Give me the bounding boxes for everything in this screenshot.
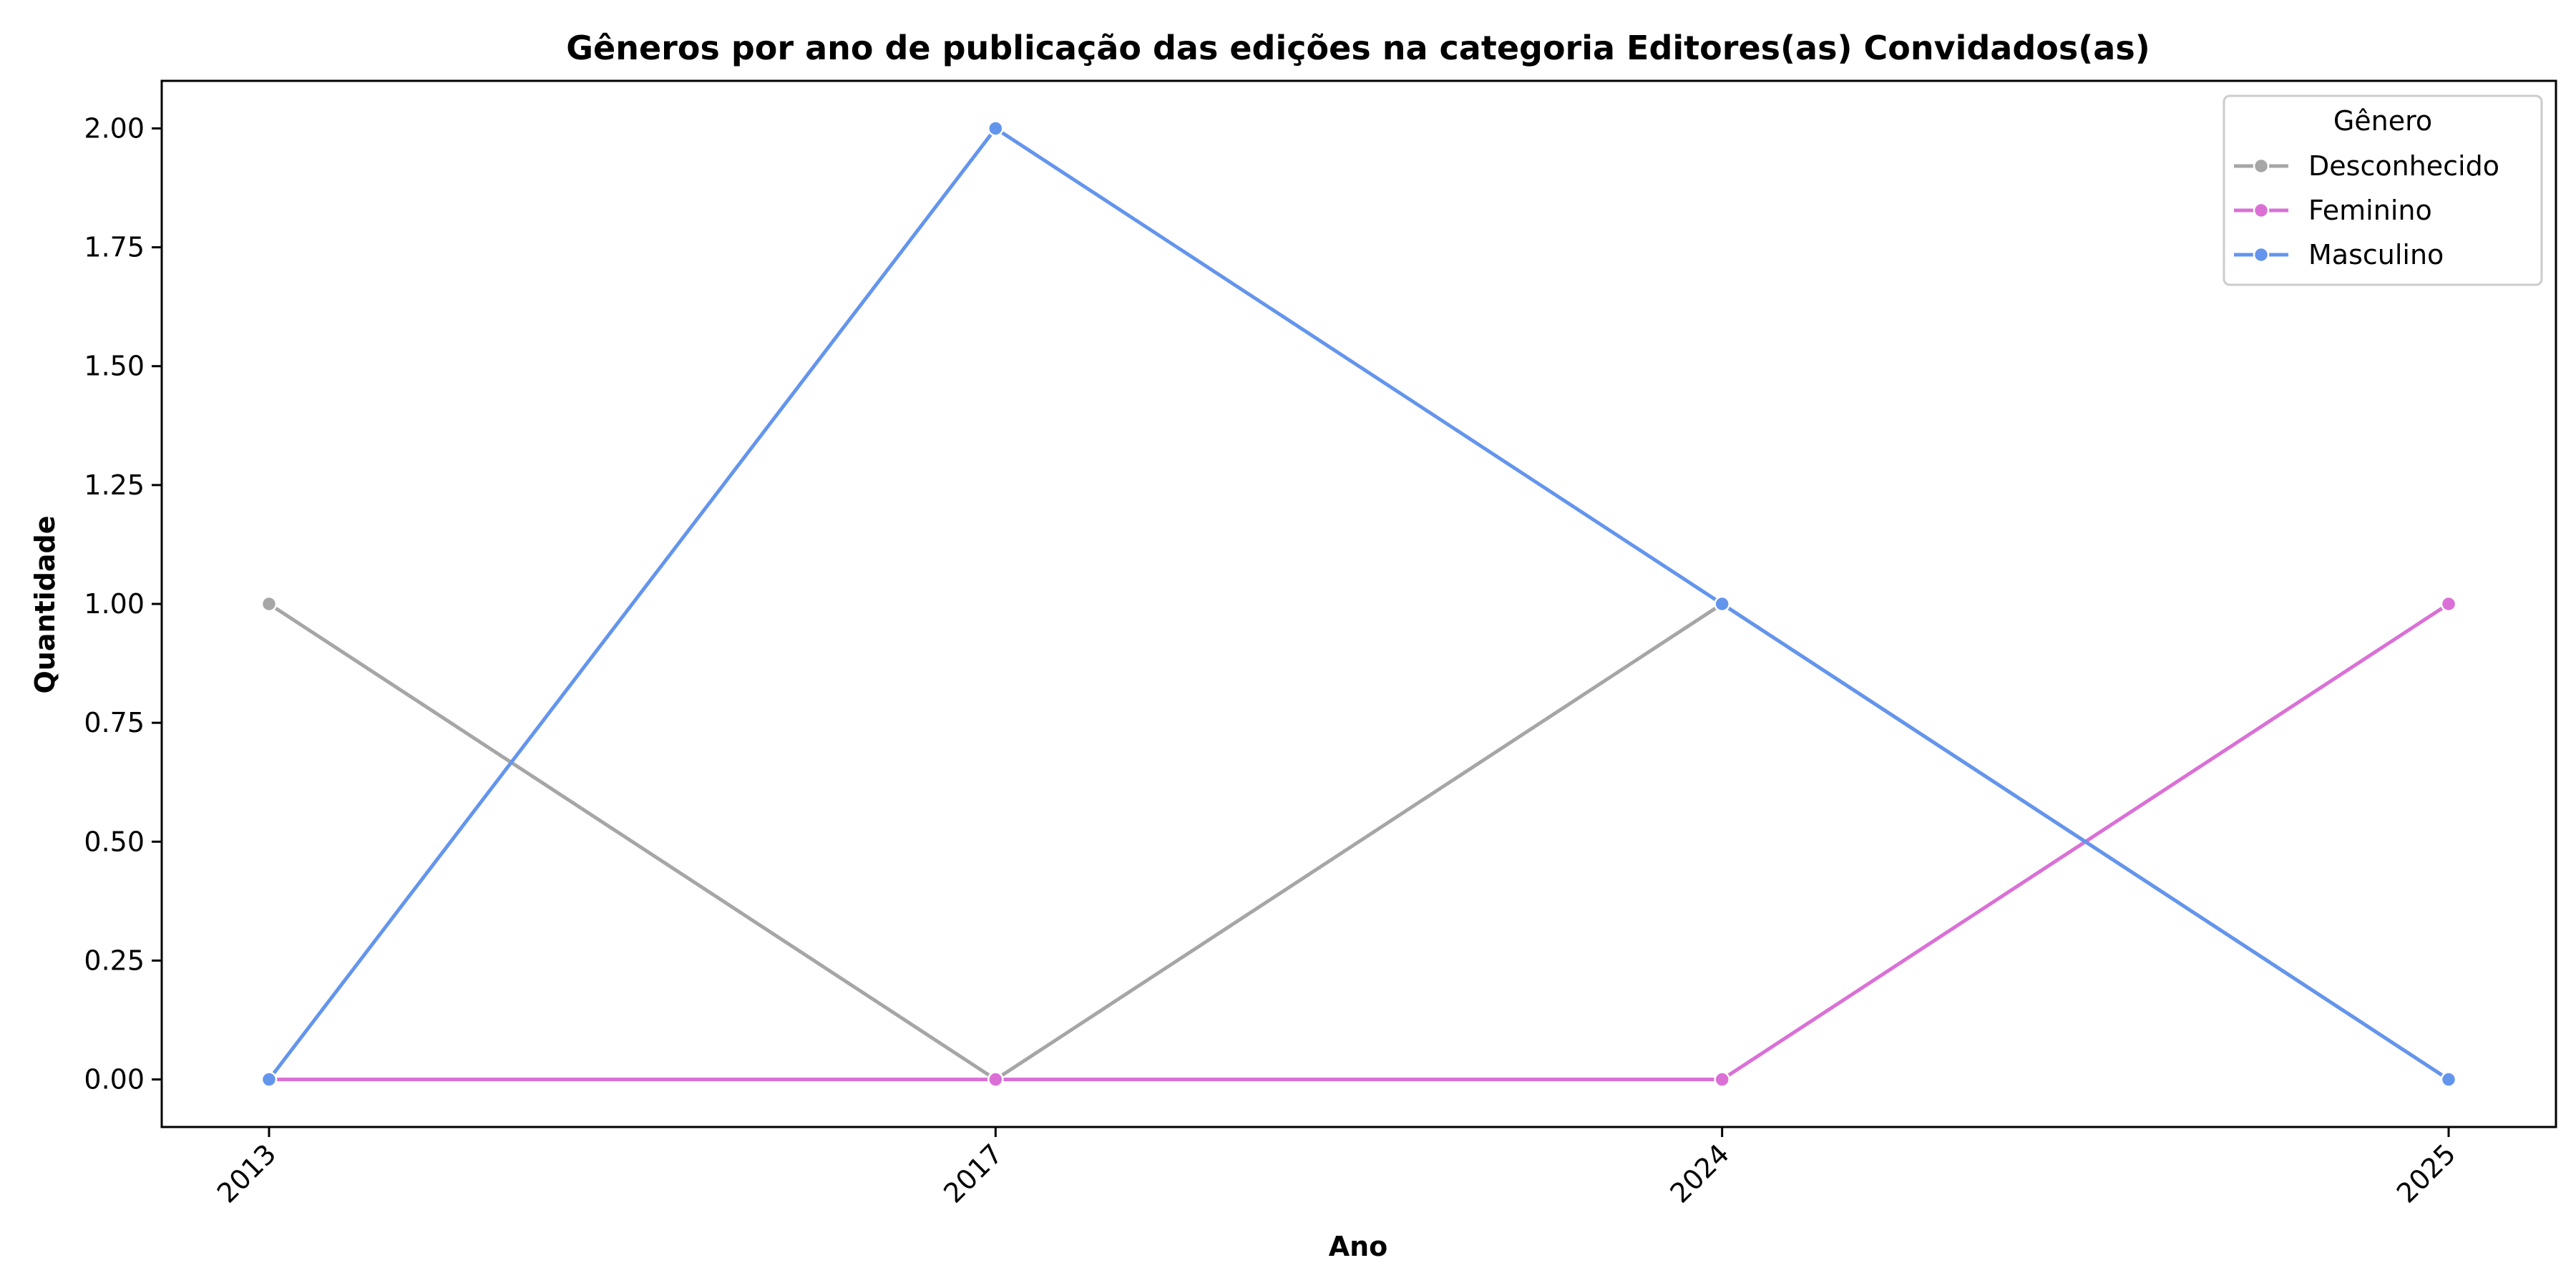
legend-label: Feminino: [2308, 195, 2432, 226]
legend-items: Desconhecido Feminino Masculino: [2234, 150, 2499, 270]
y-tick-label: 1.00: [84, 588, 145, 620]
data-point: [260, 595, 278, 613]
x-tick-label: 2024: [1664, 1138, 1736, 1209]
y-tick-label: 0.75: [84, 707, 145, 738]
legend-item-masculino: Masculino: [2234, 239, 2444, 270]
legend-marker-swatch: [2253, 246, 2270, 263]
legend-label: Desconhecido: [2308, 150, 2499, 182]
legend: Gênero Desconhecido Feminino Masculino: [2223, 94, 2543, 286]
y-tick-label: 0.25: [84, 945, 145, 976]
data-point: [2440, 1071, 2457, 1088]
series-desconhecido: [260, 595, 2457, 1088]
legend-item-desconhecido: Desconhecido: [2234, 150, 2499, 182]
y-tick-label: 1.25: [84, 469, 145, 501]
y-axis: 0.00 0.25 0.50 0.75 1.00 1.25 1.50 1.75 2.00: [84, 112, 162, 1096]
data-point: [260, 1071, 278, 1088]
series-line: [268, 126, 2450, 1081]
series-layer: [260, 120, 2457, 1088]
data-point: [987, 1071, 1004, 1088]
y-tick-label: 2.00: [84, 112, 145, 144]
y-axis-label: Quantidade: [29, 515, 61, 693]
x-axis: 2013 2017 2024 2025: [211, 1127, 2462, 1209]
data-point: [987, 120, 1004, 137]
legend-title: Gênero: [2333, 105, 2432, 137]
y-tick-label: 1.75: [84, 232, 145, 263]
legend-marker-swatch: [2253, 157, 2270, 175]
y-tick-label: 0.50: [84, 826, 145, 857]
chart-title: Gêneros por ano de publicação das ediçõe…: [566, 29, 2150, 67]
legend-frame: [2223, 94, 2543, 286]
x-tick-label: 2025: [2391, 1138, 2462, 1209]
y-tick-label: 0.00: [84, 1064, 145, 1096]
data-point: [1714, 595, 1730, 613]
y-tick-label: 1.50: [84, 351, 145, 382]
plot-frame: [160, 79, 2557, 1128]
legend-item-feminino: Feminino: [2234, 195, 2432, 226]
data-point: [2440, 595, 2457, 613]
x-tick-label: 2017: [937, 1138, 1009, 1209]
legend-label: Masculino: [2308, 239, 2444, 270]
series-line: [268, 602, 2450, 1082]
data-point: [1714, 1071, 1730, 1088]
x-axis-label: Ano: [1329, 1231, 1388, 1262]
legend-marker-swatch: [2253, 202, 2270, 219]
series-masculino: [260, 120, 2457, 1088]
x-tick-label: 2013: [211, 1138, 283, 1209]
